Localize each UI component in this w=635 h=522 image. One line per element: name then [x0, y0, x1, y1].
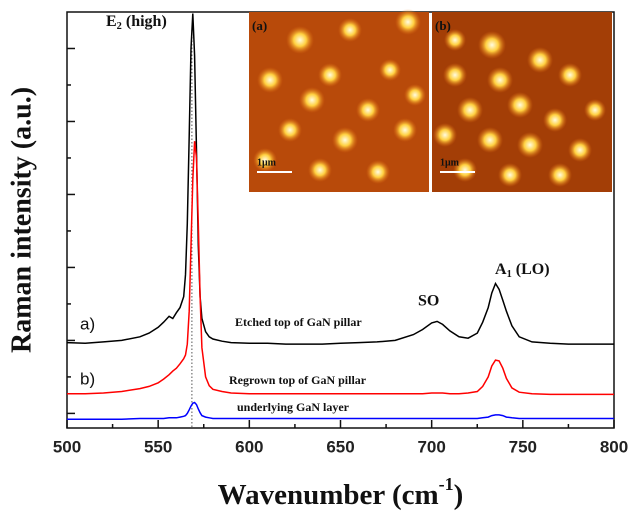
- label-part: (LO): [512, 261, 550, 278]
- spectrum-line: [66, 13, 614, 345]
- title-part: Wavenumber (cm: [218, 479, 439, 511]
- series-tag: b): [80, 369, 95, 388]
- x-tick-label: 550: [144, 437, 172, 456]
- x-tick-label: 600: [235, 437, 263, 456]
- series-label: Etched top of GaN pillar: [235, 315, 362, 329]
- x-tick-label: 800: [600, 437, 628, 456]
- peak-label: E2 (high): [106, 13, 167, 33]
- x-tick-label: 700: [417, 437, 445, 456]
- x-tick-label: 750: [509, 437, 537, 456]
- peak-label: SO: [418, 293, 439, 310]
- spectrum-line: [67, 401, 614, 420]
- scale-label: 1μm: [440, 157, 460, 168]
- label-sub: 1: [507, 269, 512, 280]
- y-axis-title: Raman intensity (a.u.): [6, 87, 37, 353]
- label-sub: 2: [117, 21, 122, 32]
- title-sup: -1: [439, 474, 454, 494]
- inset-label: (b): [435, 18, 451, 33]
- inset-image: (a) 1μm: [249, 9, 429, 192]
- plot: 500 550 600 650 700 750 800 Etched top of GaN p…: [53, 11, 628, 456]
- label-part: E: [106, 13, 117, 30]
- inset-label: (a): [252, 18, 267, 33]
- x-axis-title: Wavenumber (cm-1): [218, 474, 464, 511]
- series-label: underlying GaN layer: [237, 400, 350, 414]
- inset-image: (b) 1μm: [432, 12, 612, 192]
- peak-label: A1 (LO): [495, 261, 550, 281]
- x-tick-label: 650: [326, 437, 354, 456]
- x-tick-label: 500: [53, 437, 81, 456]
- series-tag: a): [80, 314, 95, 333]
- spectrum-line: [67, 141, 614, 396]
- label-part: A: [495, 261, 507, 278]
- label-part: (high): [122, 13, 167, 30]
- title-part: ): [454, 479, 464, 511]
- series-label: Regrown top of GaN pillar: [229, 373, 367, 387]
- scale-label: 1μm: [257, 157, 277, 168]
